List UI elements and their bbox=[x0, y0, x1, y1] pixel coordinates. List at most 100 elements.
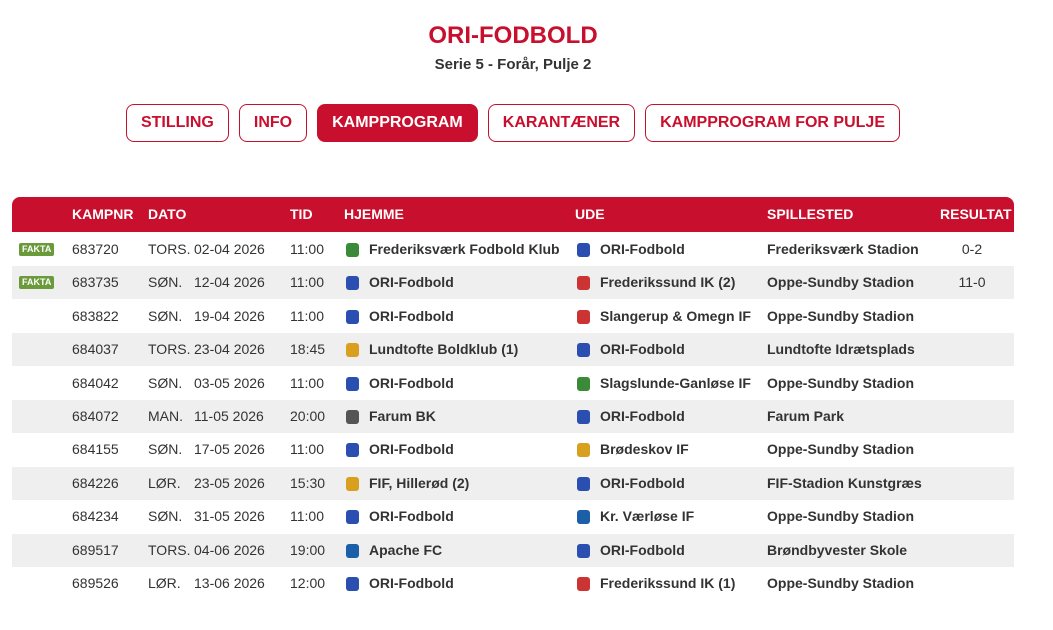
team-logo bbox=[577, 309, 590, 324]
time: 11:00 bbox=[290, 241, 324, 257]
team-logo bbox=[577, 276, 590, 291]
home-team[interactable]: ORI-Fodbold bbox=[369, 441, 454, 458]
date: 23-04 2026 bbox=[194, 341, 265, 358]
date: 13-06 2026 bbox=[194, 575, 265, 591]
table-row: 684226 LØR. 23-05 2026 15:30 FIF, Hillerød (… bbox=[12, 466, 1014, 500]
venue[interactable]: Frederiksværk Stadion bbox=[767, 241, 919, 257]
date: 19-04 2026 bbox=[194, 307, 265, 324]
tab[interactable]: INFO bbox=[238, 104, 308, 142]
title: ORI-FODBOLD bbox=[428, 22, 598, 49]
team-logo bbox=[346, 476, 359, 491]
date: 03-05 2026 bbox=[194, 374, 265, 391]
home-team[interactable]: ORI-Fodbold bbox=[369, 508, 454, 525]
away-team[interactable]: Kr. Værløse IF bbox=[600, 508, 695, 525]
table-row: 684037 TORS. 23-04 2026 18:45 Lundtofte Bold… bbox=[12, 333, 1014, 367]
team-logo bbox=[346, 410, 359, 424]
match-number: 684072 bbox=[72, 408, 119, 424]
time: 19:00 bbox=[290, 541, 326, 558]
venue[interactable]: Oppe-Sundby Stadion bbox=[767, 307, 914, 324]
venue[interactable]: Oppe-Sundby Stadion bbox=[767, 575, 914, 591]
time: 12:00 bbox=[290, 575, 326, 591]
venue[interactable]: Oppe-Sundby Stadion bbox=[767, 441, 914, 458]
home-team[interactable]: FIF, Hillerød (2) bbox=[369, 474, 470, 491]
time: 18:45 bbox=[290, 341, 326, 358]
match-number: 684042 bbox=[72, 374, 119, 391]
tab[interactable]: STILLING bbox=[125, 104, 229, 142]
home-team[interactable]: ORI-Fodbold bbox=[369, 307, 454, 324]
table-row: 689526 LØR. 13-06 2026 12:00 ORI-Fodbold Fred… bbox=[12, 567, 1014, 600]
match-number: 683822 bbox=[72, 307, 119, 324]
away-team[interactable]: Frederikssund IK (1) bbox=[600, 575, 736, 591]
away-team[interactable]: Frederikssund IK (2) bbox=[600, 274, 736, 291]
team-logo bbox=[346, 343, 359, 358]
home-team[interactable]: Apache FC bbox=[369, 541, 443, 558]
venue[interactable]: Oppe-Sundby Stadion bbox=[767, 508, 914, 525]
home-team[interactable]: ORI-Fodbold bbox=[369, 575, 454, 591]
away-team[interactable]: ORI-Fodbold bbox=[600, 474, 685, 491]
team-logo bbox=[346, 510, 359, 525]
column-header: TID bbox=[290, 206, 313, 222]
table-header: KAMPNR DATO TID HJEMME UDE SPILLESTED RESULTAT bbox=[12, 197, 1014, 232]
subtitle: Serie 5 - Forår, Pulje 2 bbox=[434, 56, 592, 73]
table-row: 689517 TORS. 04-06 2026 19:00 Apache FC ORI-F… bbox=[12, 533, 1014, 567]
venue[interactable]: Oppe-Sundby Stadion bbox=[767, 374, 914, 391]
venue[interactable]: Brøndbyvester Skole bbox=[767, 541, 908, 558]
weekday: LØR. bbox=[148, 474, 181, 491]
date: 31-05 2026 bbox=[194, 508, 265, 525]
venue[interactable]: Oppe-Sundby Stadion bbox=[767, 274, 914, 291]
team-logo bbox=[346, 243, 359, 257]
venue[interactable]: Lundtofte Idrætsplads bbox=[767, 341, 915, 358]
team-logo bbox=[346, 309, 359, 324]
time: 15:30 bbox=[290, 474, 326, 491]
tab[interactable]: KARANTÆNER bbox=[487, 104, 636, 142]
weekday: SØN. bbox=[148, 508, 183, 525]
time: 20:00 bbox=[290, 408, 326, 424]
time: 11:00 bbox=[290, 274, 324, 291]
home-team[interactable]: Farum BK bbox=[369, 408, 436, 424]
column-header: HJEMME bbox=[344, 206, 404, 222]
away-team[interactable]: ORI-Fodbold bbox=[600, 541, 685, 558]
column-header: KAMPNR bbox=[72, 206, 134, 222]
away-team[interactable]: Slangerup & Omegn IF bbox=[600, 307, 751, 324]
date: 11-05 2026 bbox=[194, 408, 264, 424]
time: 11:00 bbox=[290, 374, 324, 391]
tab[interactable]: KAMPPROGRAM FOR PULJE bbox=[645, 104, 900, 142]
table-row: 684155 SØN. 17-05 2026 11:00 ORI-Fodbold Brød… bbox=[12, 433, 1014, 466]
home-team[interactable]: ORI-Fodbold bbox=[369, 274, 454, 291]
column-header: UDE bbox=[575, 206, 605, 222]
column-header: RESULTAT bbox=[940, 206, 1012, 222]
away-team[interactable]: ORI-Fodbold bbox=[600, 341, 685, 358]
home-team[interactable]: ORI-Fodbold bbox=[369, 374, 454, 391]
match-number: 684037 bbox=[72, 341, 119, 358]
weekday: TORS. bbox=[148, 541, 191, 558]
match-number: 684234 bbox=[72, 508, 119, 525]
away-team[interactable]: Brødeskov IF bbox=[600, 441, 689, 458]
column-header: DATO bbox=[148, 206, 187, 222]
column-header: SPILLESTED bbox=[767, 206, 854, 222]
table-row: 684042 SØN. 03-05 2026 11:00 ORI-Fodbold Slag… bbox=[12, 367, 1014, 400]
away-team[interactable]: Slagslunde-Ganløse IF bbox=[600, 374, 751, 391]
team-logo bbox=[577, 443, 590, 458]
weekday: SØN. bbox=[148, 374, 183, 391]
team-logo bbox=[346, 577, 359, 591]
team-logo bbox=[346, 376, 359, 391]
table-row: FAKTA 683735 SØN. 12-04 2026 11:00 ORI-Fodbol… bbox=[12, 266, 1014, 300]
table-row: 684234 SØN. 31-05 2026 11:00 ORI-Fodbold Kr. … bbox=[12, 500, 1014, 533]
fakta-badge[interactable]: FAKTA bbox=[19, 276, 55, 290]
home-team[interactable]: Frederiksværk Fodbold Klub bbox=[369, 241, 560, 257]
weekday: SØN. bbox=[148, 274, 183, 291]
match-number: 684226 bbox=[72, 474, 119, 491]
match-number: 689526 bbox=[72, 575, 119, 591]
fakta-badge[interactable]: FAKTA bbox=[19, 243, 55, 256]
weekday: SØN. bbox=[148, 441, 183, 458]
tab[interactable]: KAMPPROGRAM bbox=[317, 104, 478, 142]
home-team[interactable]: Lundtofte Boldklub (1) bbox=[369, 341, 519, 358]
time: 11:00 bbox=[290, 307, 324, 324]
team-logo bbox=[577, 343, 590, 358]
venue[interactable]: Farum Park bbox=[767, 408, 845, 424]
away-team[interactable]: ORI-Fodbold bbox=[600, 408, 685, 424]
team-logo bbox=[577, 476, 590, 491]
venue[interactable]: FIF-Stadion Kunstgræs bbox=[767, 474, 922, 491]
away-team[interactable]: ORI-Fodbold bbox=[600, 241, 685, 257]
